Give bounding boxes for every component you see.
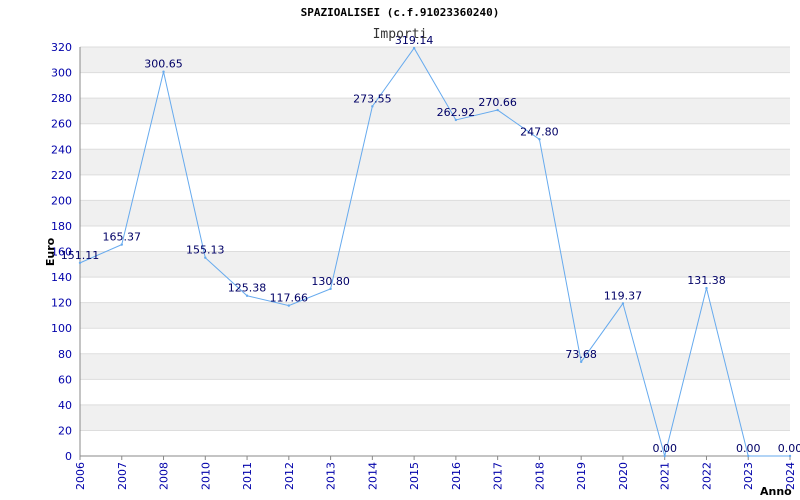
x-tick-label: 2015	[408, 462, 421, 490]
y-tick-label: 160	[51, 246, 72, 259]
data-point	[120, 243, 123, 246]
x-tick-label: 2021	[659, 462, 672, 490]
legend-label: Importi	[373, 27, 428, 42]
chart-title: SPAZIOALISEI (c.f.91023360240)	[300, 6, 500, 19]
grid-band	[80, 200, 790, 226]
y-tick-label: 220	[51, 169, 72, 182]
grid-band	[80, 353, 790, 380]
y-tick-label: 80	[58, 348, 72, 361]
y-tick-label: 300	[51, 67, 72, 80]
data-point	[412, 46, 416, 50]
x-axis-label: Anno	[760, 485, 792, 498]
data-label: 130.80	[311, 275, 350, 288]
x-tick-label: 2014	[366, 462, 379, 490]
data-label: 73.68	[565, 348, 597, 361]
data-label: 319.14	[395, 34, 434, 47]
data-point	[663, 454, 666, 458]
data-point	[454, 118, 458, 122]
x-tick-label: 2017	[492, 462, 505, 490]
data-label: 155.13	[186, 244, 225, 257]
grid-band	[80, 149, 790, 175]
data-label: 125.38	[228, 282, 267, 295]
data-point	[329, 287, 332, 291]
grid-band	[80, 251, 790, 278]
grid-band	[80, 302, 790, 329]
grid-band	[80, 98, 790, 124]
data-label: 0.00	[652, 442, 677, 455]
data-label: 151.11	[61, 249, 100, 262]
y-tick-labels: 0 20 40 60 80 100 120 140 160 180 200 220 240 260 280 3…	[51, 41, 72, 463]
y-tick-label: 280	[51, 92, 72, 105]
data-point	[287, 304, 291, 307]
data-label: 165.37	[103, 231, 142, 244]
data-label: 247.80	[520, 125, 559, 138]
x-tick-label: 2007	[116, 462, 129, 490]
data-point	[705, 286, 708, 290]
x-tick-label: 2006	[74, 462, 87, 490]
y-axis-label: Euro	[44, 237, 57, 266]
x-tick-label: 2008	[158, 462, 171, 490]
y-tick-label: 120	[51, 297, 72, 310]
data-point	[162, 70, 165, 73]
data-point	[621, 302, 625, 305]
x-tick-label: 2016	[450, 462, 463, 490]
y-tick-label: 200	[51, 194, 72, 207]
series-line	[79, 47, 790, 458]
data-label: 119.37	[604, 289, 643, 302]
y-tick-label: 320	[51, 41, 72, 54]
data-point	[747, 454, 750, 458]
grid-band	[80, 404, 790, 431]
x-tick-label: 2010	[199, 462, 212, 490]
y-tick-label: 40	[58, 399, 72, 412]
data-label: 0.00	[778, 442, 800, 455]
data-label: 273.55	[353, 92, 392, 105]
y-tick-label: 60	[58, 373, 72, 386]
x-tick-label: 2024	[784, 462, 797, 490]
x-tick-label: 2020	[617, 462, 630, 490]
y-tick-label: 20	[58, 424, 72, 437]
data-point	[204, 256, 207, 259]
grid-band	[80, 47, 790, 73]
data-point	[788, 454, 792, 458]
x-tick-label: 2011	[241, 462, 254, 490]
y-tick-label: 100	[51, 322, 72, 335]
data-label: 131.38	[687, 274, 726, 287]
data-label: 0.00	[736, 442, 761, 455]
x-tick-label: 2022	[700, 462, 713, 490]
x-tick-label: 2013	[325, 462, 338, 490]
x-tick-label: 2012	[283, 462, 296, 490]
y-tick-label: 0	[65, 450, 72, 463]
y-tick-label: 240	[51, 143, 72, 156]
grid-bands	[80, 47, 790, 431]
data-point	[245, 294, 249, 297]
series-importi	[78, 46, 792, 458]
data-label: 300.65	[144, 58, 183, 71]
data-point	[538, 138, 541, 141]
y-tick-label: 180	[51, 220, 72, 233]
x-tick-label: 2019	[575, 462, 588, 490]
data-point	[496, 108, 499, 112]
x-tick-label: 2018	[533, 462, 546, 490]
data-point	[78, 261, 82, 265]
y-tick-label: 140	[51, 271, 72, 284]
data-label: 270.66	[478, 96, 517, 109]
data-label: 262.92	[437, 106, 476, 119]
data-point	[579, 360, 583, 364]
x-tick-labels: 2006 2007 2008 2010 2011 2012 2013 2014 2015 2016…	[74, 462, 797, 490]
y-tick-label: 260	[51, 118, 72, 131]
data-label: 117.66	[270, 292, 309, 305]
x-tick-label: 2023	[742, 462, 755, 490]
data-point	[371, 105, 374, 108]
